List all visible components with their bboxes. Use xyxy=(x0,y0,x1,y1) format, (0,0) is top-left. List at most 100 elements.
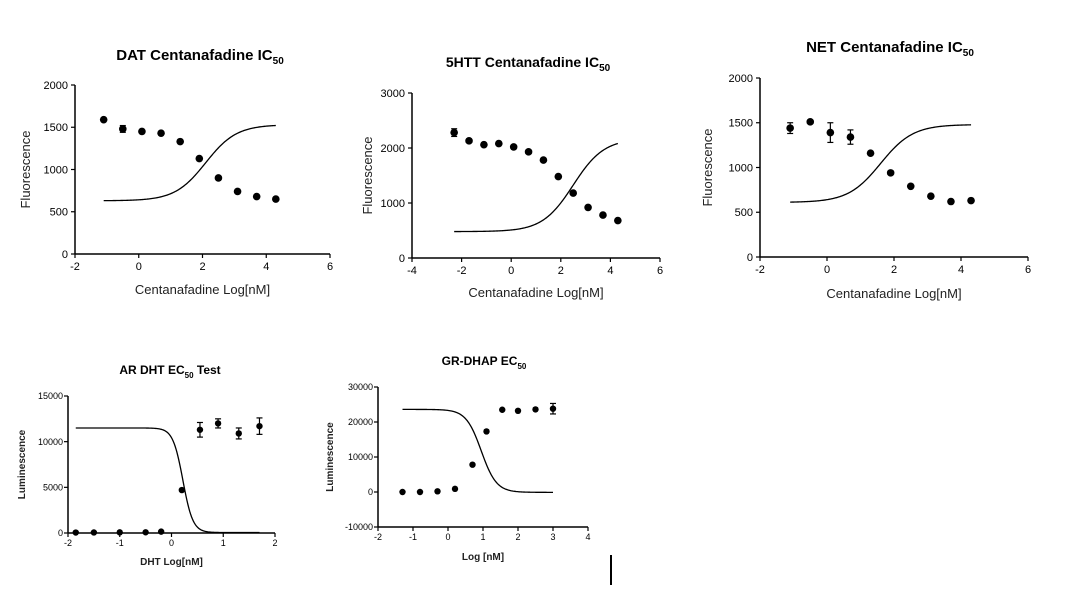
data-point xyxy=(967,196,975,205)
data-point xyxy=(465,137,473,145)
y-tick-label: 5000 xyxy=(43,482,63,492)
chart-title-subscript: 50 xyxy=(185,371,194,380)
data-point xyxy=(906,182,915,191)
data-point xyxy=(196,426,204,433)
x-tick-label: 6 xyxy=(657,265,663,277)
data-point xyxy=(72,529,79,536)
x-axis-label: Centanafadine Log[nM] xyxy=(468,285,603,300)
chart-title: 5HTT Centanafadine IC50 xyxy=(446,54,611,74)
fit-curve xyxy=(402,408,553,493)
text-cursor-line xyxy=(610,555,612,585)
data-point xyxy=(509,143,518,151)
chart-title: DAT Centanafadine IC50 xyxy=(116,47,284,67)
y-axis-label: Luminescence xyxy=(325,422,336,492)
data-point xyxy=(584,203,592,212)
chart-title: GR-DHAP EC50 xyxy=(442,354,527,371)
chart-panel-5: GR-DHAP EC50 -10000 0 10000 20000 30000 -2 -1 0 1… xyxy=(325,354,591,563)
x-tick-label: 2 xyxy=(558,265,564,277)
x-tick-label: 2 xyxy=(515,532,520,542)
data-point xyxy=(252,192,261,201)
x-tick-label: -2 xyxy=(755,264,765,276)
data-point xyxy=(157,528,165,535)
data-point xyxy=(451,485,459,493)
x-tick-label: -1 xyxy=(409,532,417,542)
y-tick-label: 10000 xyxy=(38,437,63,447)
x-tick-label: 0 xyxy=(136,261,142,273)
y-tick-label: 2000 xyxy=(44,80,68,92)
y-tick-label: 2000 xyxy=(381,143,405,155)
x-tick-label: 1 xyxy=(221,538,226,548)
data-point xyxy=(846,133,855,141)
x-tick-label: 0 xyxy=(169,538,174,548)
x-tick-label: -2 xyxy=(70,261,80,273)
y-tick-label: 0 xyxy=(747,252,753,264)
y-tick-label: 1000 xyxy=(729,162,753,174)
data-point xyxy=(514,407,522,414)
x-tick-label: -1 xyxy=(116,538,124,548)
chart-title-subscript: 50 xyxy=(963,48,975,59)
chart-panel-2: 5HTT Centanafadine IC50 0 1000 2000 3000 -4 -2… xyxy=(360,54,663,300)
data-point xyxy=(569,189,577,197)
data-point xyxy=(554,172,563,181)
data-point xyxy=(549,405,557,412)
x-tick-label: 4 xyxy=(958,264,964,276)
y-tick-label: 20000 xyxy=(348,417,373,427)
y-axis-label: Fluorescence xyxy=(18,130,33,208)
data-point xyxy=(214,420,222,427)
data-point xyxy=(157,129,165,137)
data-point xyxy=(483,428,490,435)
data-point xyxy=(416,488,424,496)
data-point xyxy=(786,124,794,132)
chart-title-subscript: 50 xyxy=(273,56,285,67)
x-tick-label: 4 xyxy=(263,261,269,273)
x-tick-label: 4 xyxy=(607,265,613,277)
data-point xyxy=(614,216,622,225)
data-point xyxy=(480,140,488,149)
data-point xyxy=(399,488,406,496)
x-tick-label: -2 xyxy=(374,532,382,542)
y-axis-label: Fluorescence xyxy=(360,136,375,214)
chart-title: NET Centanafadine IC50 xyxy=(806,39,974,59)
data-point xyxy=(495,139,503,148)
data-point xyxy=(195,154,204,163)
y-tick-label: 0 xyxy=(399,253,405,265)
x-tick-label: 0 xyxy=(824,264,830,276)
y-tick-label: 3000 xyxy=(381,88,405,100)
x-axis-label: DHT Log[nM] xyxy=(140,557,203,568)
y-tick-label: 30000 xyxy=(348,382,373,392)
data-point xyxy=(927,192,935,200)
data-point xyxy=(599,211,607,219)
chart-title-main: 5HTT Centanafadine IC xyxy=(446,54,599,70)
y-tick-label: 1500 xyxy=(44,122,68,134)
chart-panel-1: DAT Centanafadine IC500500100015002000-2… xyxy=(18,47,333,297)
data-point xyxy=(214,174,223,182)
x-axis-label: Log [nM] xyxy=(462,552,504,563)
data-point xyxy=(532,406,539,413)
data-point xyxy=(866,149,875,157)
chart-title-subscript: 50 xyxy=(517,362,526,371)
data-point xyxy=(142,529,149,536)
x-tick-label: 0 xyxy=(445,532,450,542)
data-point xyxy=(434,488,441,495)
data-point xyxy=(138,127,146,136)
x-axis-label: Centanafadine Log[nM] xyxy=(826,286,961,301)
x-tick-label: 2 xyxy=(272,538,277,548)
data-point xyxy=(499,406,506,413)
data-point xyxy=(539,156,548,164)
chart-title: AR DHT EC50 Test xyxy=(119,363,220,380)
y-tick-label: 0 xyxy=(58,528,63,538)
y-tick-label: 15000 xyxy=(38,391,63,401)
data-point xyxy=(119,125,127,133)
data-point xyxy=(90,529,98,536)
x-tick-label: 3 xyxy=(550,532,555,542)
y-tick-label: 500 xyxy=(50,207,68,219)
data-point xyxy=(272,195,280,203)
y-axis-label: Fluorescence xyxy=(700,128,715,206)
fit-curve xyxy=(75,427,260,534)
data-point xyxy=(886,169,895,177)
data-point xyxy=(469,461,476,468)
chart-title-main: AR DHT EC xyxy=(119,363,185,377)
y-tick-label: 2000 xyxy=(729,73,753,85)
data-point xyxy=(806,118,815,126)
